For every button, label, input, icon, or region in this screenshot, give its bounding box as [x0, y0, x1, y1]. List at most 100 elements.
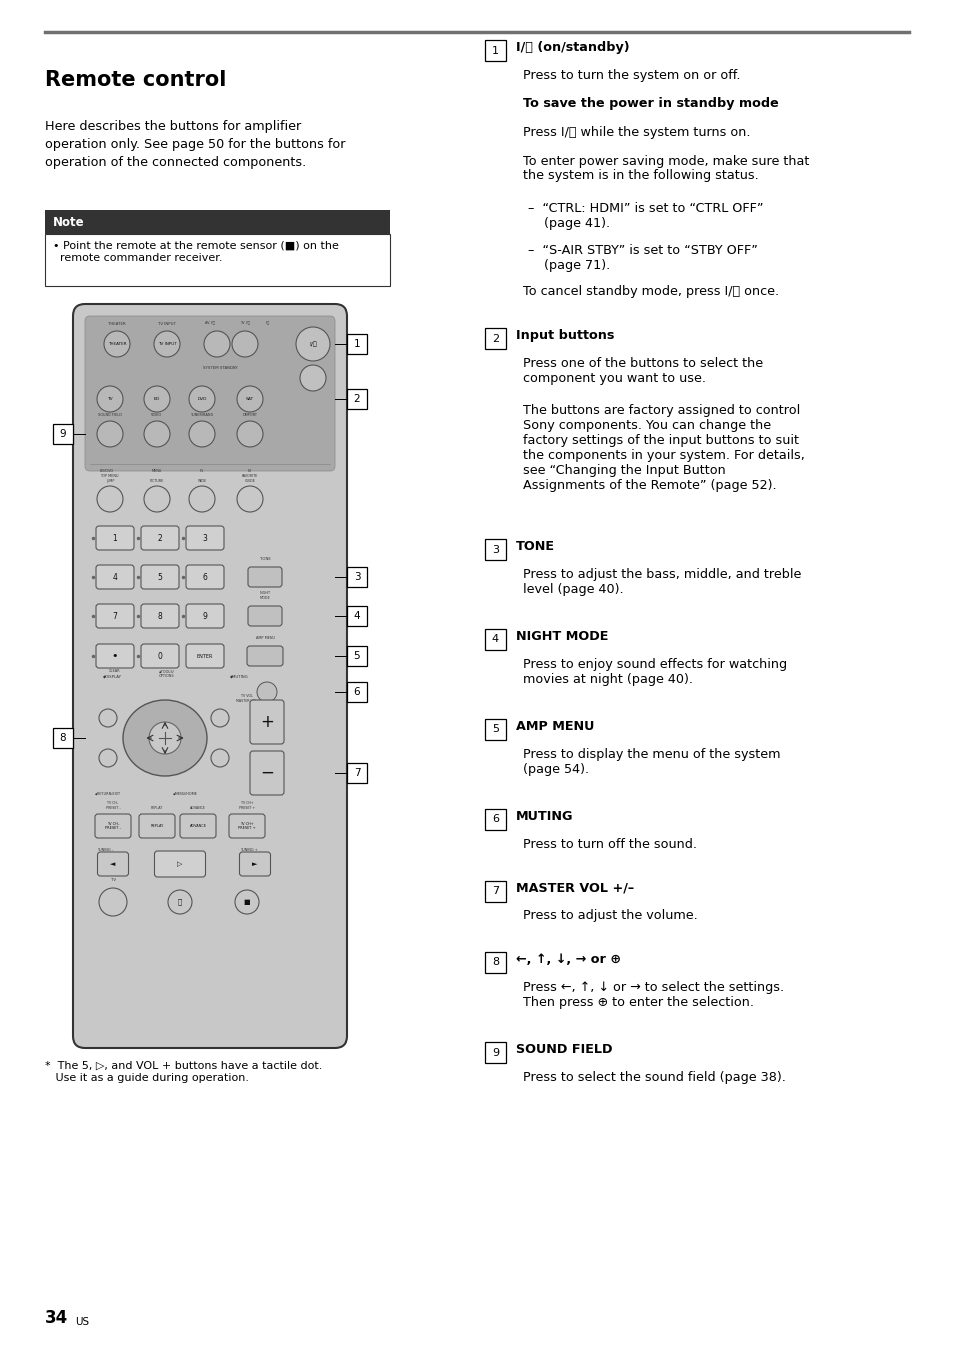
Text: To save the power in standby mode: To save the power in standby mode [522, 97, 778, 111]
Text: SOUND FIELD: SOUND FIELD [98, 412, 122, 416]
Text: MENU: MENU [152, 469, 162, 473]
Text: AV I/⏻: AV I/⏻ [205, 320, 214, 324]
Ellipse shape [123, 700, 207, 776]
Text: Press to enjoy sound effects for watching
movies at night (page 40).: Press to enjoy sound effects for watchin… [522, 658, 786, 685]
Circle shape [232, 331, 257, 357]
Bar [347, 681, 367, 702]
Text: BD: BD [153, 397, 160, 402]
Text: TONE: TONE [516, 539, 555, 553]
Text: REPLAY: REPLAY [151, 806, 163, 810]
FancyBboxPatch shape [96, 604, 133, 627]
FancyBboxPatch shape [186, 604, 224, 627]
Text: JUMP: JUMP [106, 479, 114, 483]
Circle shape [144, 387, 170, 412]
Text: 1: 1 [492, 46, 498, 55]
Text: TV: TV [107, 397, 112, 402]
Text: 7: 7 [112, 611, 117, 621]
Text: THEATER: THEATER [108, 342, 126, 346]
Bar [347, 763, 367, 783]
Circle shape [256, 681, 276, 702]
Circle shape [236, 387, 263, 412]
Text: 5: 5 [157, 572, 162, 581]
Text: • Point the remote at the remote sensor (■) on the
  remote commander receiver.: • Point the remote at the remote sensor … [53, 241, 338, 264]
FancyBboxPatch shape [85, 316, 335, 470]
Text: The buttons are factory assigned to control
Sony components. You can change the
: The buttons are factory assigned to cont… [522, 404, 804, 492]
Text: 3: 3 [354, 572, 360, 581]
Text: 5: 5 [492, 725, 498, 734]
Bar [484, 719, 505, 740]
Text: ▷: ▷ [177, 861, 182, 867]
Text: WIDE: WIDE [197, 479, 207, 483]
Text: NIGHT MODE: NIGHT MODE [516, 630, 608, 644]
Text: TV VOL
MASTER VOL: TV VOL MASTER VOL [236, 694, 257, 703]
Text: 4: 4 [354, 611, 360, 621]
Text: ■: ■ [243, 899, 250, 904]
Text: Press to select the sound field (page 38).: Press to select the sound field (page 38… [522, 1071, 785, 1084]
Text: TONE: TONE [259, 557, 270, 561]
Text: TUNING +: TUNING + [240, 848, 257, 852]
Text: DVD: DVD [197, 397, 207, 402]
FancyBboxPatch shape [250, 750, 284, 795]
Text: TUNER/BAND: TUNER/BAND [191, 412, 213, 416]
Text: To enter power saving mode, make sure that
the system is in the following status: To enter power saving mode, make sure th… [522, 154, 808, 183]
Text: AMP MENU: AMP MENU [516, 721, 594, 733]
Text: SOUND FIELD: SOUND FIELD [516, 1042, 612, 1056]
Text: VIDEO: VIDEO [152, 412, 162, 416]
Bar [484, 952, 505, 973]
Text: US: US [75, 1317, 89, 1328]
Text: THEATER: THEATER [108, 322, 126, 326]
Text: 8: 8 [157, 611, 162, 621]
Text: DMPORT: DMPORT [242, 412, 257, 416]
Bar [45, 210, 390, 234]
Circle shape [99, 888, 127, 917]
Circle shape [189, 420, 214, 448]
FancyBboxPatch shape [247, 646, 283, 667]
Text: F1: F1 [200, 469, 204, 473]
Bar [484, 629, 505, 650]
FancyBboxPatch shape [180, 814, 215, 838]
Text: Press Ⅰ/⏻ while the system turns on.: Press Ⅰ/⏻ while the system turns on. [522, 126, 750, 139]
Text: Press one of the buttons to select the
component you want to use.: Press one of the buttons to select the c… [522, 357, 762, 385]
Bar [484, 41, 505, 61]
Text: 9: 9 [202, 611, 207, 621]
FancyBboxPatch shape [139, 814, 174, 838]
Text: ◆MENU/HOME: ◆MENU/HOME [172, 792, 197, 796]
Text: 7: 7 [354, 768, 360, 777]
Text: TV CH–
PRESET –: TV CH– PRESET – [105, 822, 121, 830]
Circle shape [144, 420, 170, 448]
Text: TV CH+
PRESET +: TV CH+ PRESET + [238, 802, 254, 810]
Text: Note: Note [53, 215, 85, 228]
Text: ►: ► [252, 861, 257, 867]
Circle shape [189, 387, 214, 412]
Text: MASTER VOL +/–: MASTER VOL +/– [516, 882, 634, 895]
Text: *  The 5, ▷, and VOL + buttons have a tactile dot.
   Use it as a guide during o: * The 5, ▷, and VOL + buttons have a tac… [45, 1061, 322, 1083]
FancyBboxPatch shape [141, 565, 179, 589]
FancyBboxPatch shape [229, 814, 265, 838]
Text: REPLAY: REPLAY [151, 823, 164, 827]
Text: Press ←, ↑, ↓ or → to select the settings.
Then press ⊕ to enter the selection.: Press ←, ↑, ↓ or → to select the setting… [522, 982, 783, 1009]
Text: 9: 9 [492, 1048, 498, 1057]
Text: ◆DISPLAY: ◆DISPLAY [103, 675, 122, 677]
Text: 6: 6 [354, 687, 360, 698]
Circle shape [234, 890, 258, 914]
Text: 3: 3 [202, 534, 207, 542]
Text: Press to adjust the bass, middle, and treble
level (page 40).: Press to adjust the bass, middle, and tr… [522, 568, 801, 596]
Text: 8: 8 [60, 733, 67, 744]
Text: ◆MUTING: ◆MUTING [230, 675, 249, 677]
Text: BD/DVD
TOP MENU: BD/DVD TOP MENU [100, 469, 118, 477]
Text: TV INPUT: TV INPUT [158, 322, 175, 326]
FancyBboxPatch shape [96, 565, 133, 589]
FancyBboxPatch shape [154, 850, 205, 877]
Text: +: + [260, 713, 274, 731]
Text: F2: F2 [248, 469, 252, 473]
Text: I/⏻ (on/standby): I/⏻ (on/standby) [516, 41, 629, 54]
Text: Press to display the menu of the system
(page 54).: Press to display the menu of the system … [522, 748, 780, 776]
Bar [347, 646, 367, 667]
Circle shape [189, 485, 214, 512]
Text: 9: 9 [60, 429, 67, 439]
Text: 8: 8 [492, 957, 498, 968]
Text: 7: 7 [492, 886, 498, 896]
Bar [484, 329, 505, 349]
Circle shape [97, 387, 123, 412]
Text: ◄: ◄ [111, 861, 115, 867]
